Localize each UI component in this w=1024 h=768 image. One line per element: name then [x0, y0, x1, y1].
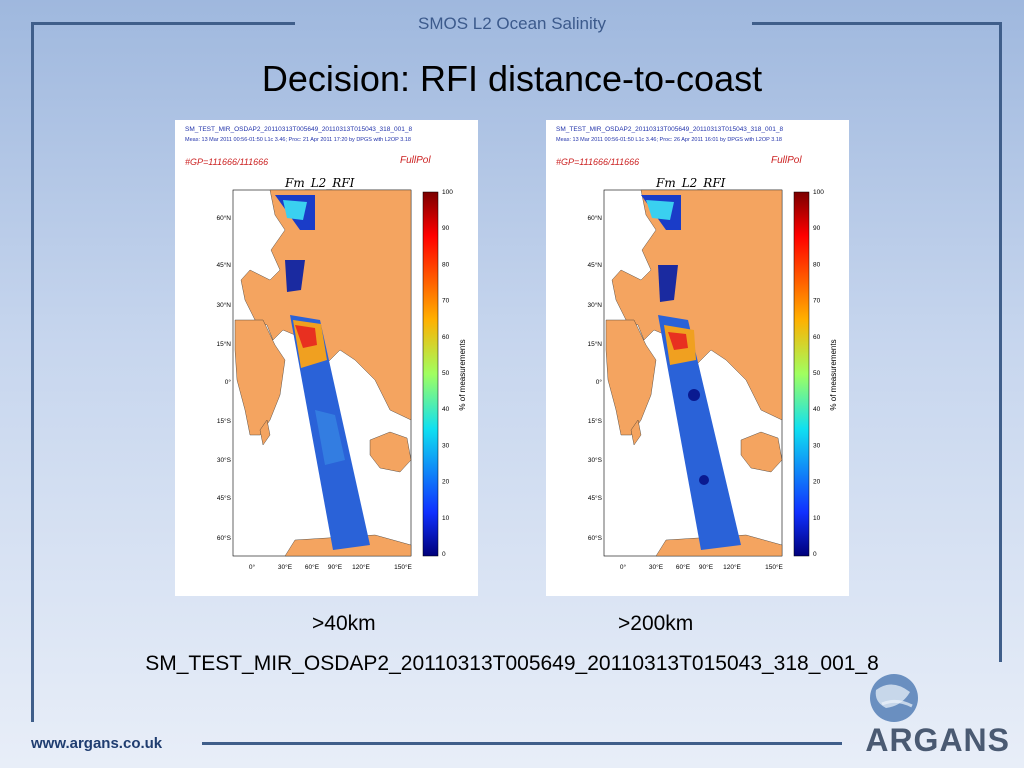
colorbar-tick-label: 90 — [442, 225, 450, 232]
lat-tick-label: 60°N — [587, 214, 602, 222]
argans-globe-icon — [870, 674, 918, 722]
swath-blob-1 — [688, 389, 700, 401]
lon-tick-label: 0° — [249, 563, 256, 571]
lat-tick-label: 30°S — [588, 456, 603, 464]
panel-file: SM_TEST_MIR_OSDAP2_20110313T005649_20110… — [556, 126, 783, 133]
colorbar-tick-label: 100 — [442, 189, 453, 196]
map-figure-left: SM_TEST_MIR_OSDAP2_20110313T005649_20110… — [185, 126, 467, 571]
colorbar-tick-label: 30 — [442, 442, 450, 449]
argans-logo-text: ARGANS — [865, 722, 1010, 758]
lon-tick-label: 120°E — [352, 563, 370, 571]
panel-plot-title: Fm_L2_RFI — [284, 176, 355, 190]
panel-gp: #GP=111666/111666 — [556, 157, 639, 167]
swath-mid — [658, 265, 678, 302]
colorbar-tick-label: 40 — [442, 406, 450, 413]
lon-tick-label: 60°E — [676, 563, 691, 571]
colorbar-tick-label: 80 — [442, 261, 450, 268]
colorbar-tick-label: 90 — [813, 225, 821, 232]
colorbar-tick-label: 70 — [442, 298, 450, 305]
frame-top-left — [31, 22, 295, 25]
land-madagascar — [630, 419, 642, 446]
lat-tick-label: 0° — [225, 378, 232, 386]
colorbar-tick-label: 50 — [442, 370, 450, 377]
swath-mid — [285, 260, 305, 292]
lat-tick-label: 15°N — [587, 340, 602, 348]
lat-tick-label: 15°S — [217, 417, 232, 425]
colorbar-tick-label: 10 — [442, 515, 450, 522]
panel-gp: #GP=111666/111666 — [185, 157, 268, 167]
lon-tick-label: 150°E — [765, 563, 783, 571]
lat-tick-label: 45°S — [588, 494, 603, 502]
lat-tick-label: 45°S — [217, 494, 232, 502]
panel-meas: Meas: 13 Mar 2011 00:56-01:50 L1c 3.46; … — [556, 137, 782, 143]
lat-tick-label: 60°S — [588, 534, 603, 542]
panel-plot-title: Fm_L2_RFI — [655, 176, 726, 190]
lat-tick-label: 0° — [596, 378, 603, 386]
lon-tick-label: 120°E — [723, 563, 741, 571]
swath-blob-2 — [699, 475, 709, 485]
colorbar-tick-label: 0 — [813, 551, 817, 558]
land-australia — [369, 431, 412, 473]
frame-bottom — [202, 742, 842, 745]
map-figure-right: SM_TEST_MIR_OSDAP2_20110313T005649_20110… — [556, 126, 838, 571]
colorbar-tick-label: 80 — [813, 261, 821, 268]
colorbar-tick-label: 40 — [813, 406, 821, 413]
colorbar-tick-label: 100 — [813, 189, 824, 196]
panel-file: SM_TEST_MIR_OSDAP2_20110313T005649_20110… — [185, 126, 412, 133]
lat-tick-label: 60°S — [217, 534, 232, 542]
colorbar-tick-label: 20 — [813, 479, 821, 486]
swath-north-hot — [646, 200, 674, 220]
colorbar-tick-label: 70 — [813, 298, 821, 305]
lon-tick-label: 150°E — [394, 563, 412, 571]
slide-title: Decision: RFI distance-to-coast — [261, 58, 763, 99]
lat-tick-label: 15°N — [216, 340, 231, 348]
colorbar — [793, 191, 810, 557]
lat-tick-label: 60°N — [216, 214, 231, 222]
swath-hot-core — [668, 332, 688, 350]
colorbar-label: % of measurements — [458, 339, 467, 410]
map-panel-left: SM_TEST_MIR_OSDAP2_20110313T005649_20110… — [175, 120, 478, 596]
lat-tick-label: 15°S — [588, 417, 603, 425]
frame-right — [999, 22, 1002, 662]
colorbar-tick-label: 20 — [442, 479, 450, 486]
frame-left — [31, 22, 34, 722]
land-eurasia — [611, 189, 783, 421]
land-eurasia — [240, 189, 412, 421]
panel-mode: FullPol — [400, 155, 431, 166]
colorbar-label: % of measurements — [829, 339, 838, 410]
lat-tick-label: 30°N — [587, 301, 602, 309]
panel-mode: FullPol — [771, 155, 802, 166]
swath-stripe — [315, 410, 345, 465]
swath-south — [658, 315, 741, 550]
frame-top-right — [752, 22, 1002, 25]
colorbar-tick-label: 10 — [813, 515, 821, 522]
swath-north-hot — [283, 200, 307, 220]
lon-tick-label: 90°E — [699, 563, 714, 571]
land-australia — [740, 431, 783, 473]
colorbar-tick-label: 60 — [813, 334, 821, 341]
colorbar-tick-label: 0 — [442, 551, 446, 558]
lon-tick-label: 90°E — [328, 563, 343, 571]
lat-tick-label: 30°S — [217, 456, 232, 464]
map-panel-right: SM_TEST_MIR_OSDAP2_20110313T005649_20110… — [546, 120, 849, 596]
caption-right: >200km — [618, 612, 694, 635]
lon-tick-label: 0° — [620, 563, 627, 571]
colorbar — [422, 191, 439, 557]
lat-tick-label: 45°N — [216, 261, 231, 269]
lon-tick-label: 30°E — [278, 563, 293, 571]
lat-tick-label: 45°N — [587, 261, 602, 269]
swath-hot-core — [295, 325, 317, 348]
land-madagascar — [259, 419, 271, 446]
footer-url[interactable]: www.argans.co.uk — [31, 735, 163, 752]
lon-tick-label: 30°E — [649, 563, 664, 571]
colorbar-tick-label: 50 — [813, 370, 821, 377]
caption-left: >40km — [312, 612, 376, 635]
lat-tick-label: 30°N — [216, 301, 231, 309]
filename: SM_TEST_MIR_OSDAP2_20110313T005649_20110… — [145, 652, 879, 675]
colorbar-tick-label: 60 — [442, 334, 450, 341]
colorbar-tick-label: 30 — [813, 442, 821, 449]
panel-meas: Meas: 13 Mar 2011 00:56-01:50 L1c 3.46; … — [185, 137, 411, 143]
header-text: SMOS L2 Ocean Salinity — [417, 14, 607, 33]
lon-tick-label: 60°E — [305, 563, 320, 571]
